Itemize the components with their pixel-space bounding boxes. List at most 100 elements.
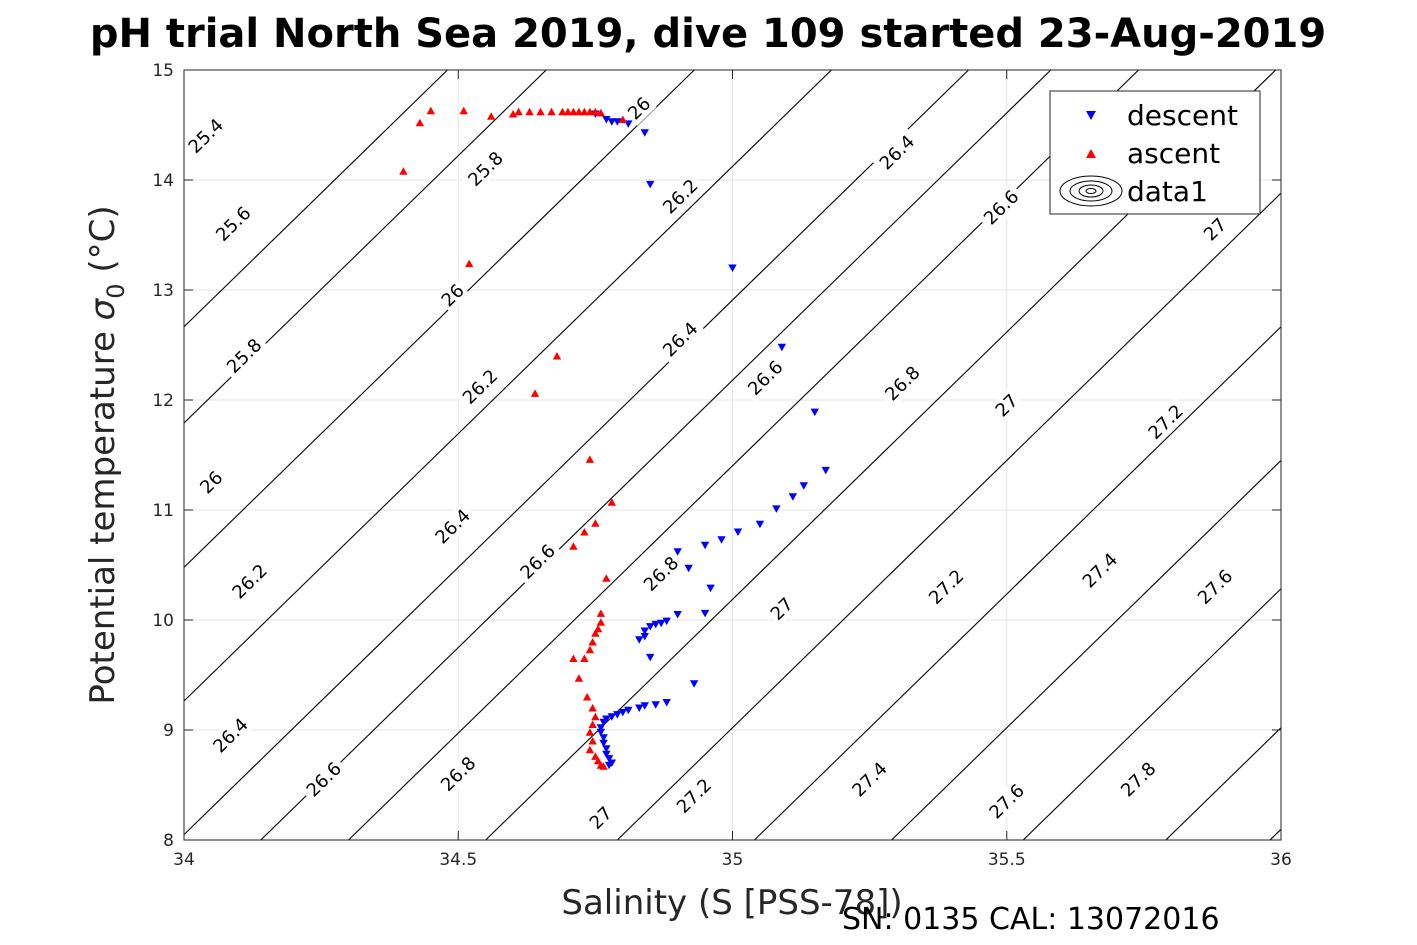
density-contours [184,70,1281,840]
descent-point [733,528,743,536]
contour-label-bg [1113,754,1164,805]
contour-label-bg [764,591,800,627]
ascent-point [585,745,595,754]
ascent-point [591,519,600,527]
ascent-point [465,259,474,268]
ascent-point [530,389,540,397]
contour-label-bg [181,111,231,161]
contour-label-bg [224,556,275,607]
descent-point [599,718,608,727]
descent-point [640,627,649,635]
contour-line [1269,828,1281,840]
contour-label-bg [669,771,719,821]
descent-point [607,118,617,126]
ascent-point [574,674,584,682]
contour-label-bg [219,331,270,381]
ascent-point [569,107,578,116]
descent-point [613,118,622,126]
descent-point [651,620,660,629]
y-axis-label-unit: (°C) [83,205,123,283]
legend: descent ascent data1 [1049,90,1261,215]
descent-point [684,564,693,573]
x-tick-label: 36 [1270,850,1292,870]
descent-point [618,708,627,717]
ascent-point [585,728,595,736]
ascent-point [582,693,592,701]
descent-point [706,584,715,593]
descent-point [602,750,611,759]
legend-ascent-marker [1086,149,1096,158]
descent-point [700,541,710,550]
contour-line [184,70,448,328]
contour-line [260,70,1052,840]
descent-point [635,704,644,712]
ascent-point [618,115,627,123]
descent-point [646,180,655,189]
contour-line [616,192,1281,840]
contour-label-bg [583,800,619,836]
ascent-point [591,629,600,637]
descent-point [613,711,622,719]
y-axis-label-symbol: σ [83,297,123,320]
descent-point [596,728,606,737]
descent-point [810,408,819,417]
contour-label: 26.6 [512,537,563,587]
ascent-point [588,737,597,745]
descent-point [602,745,611,753]
descent-point [646,623,655,631]
descent-point [640,633,649,641]
ascent-point [459,106,468,115]
contour-line [184,70,695,569]
descent-point [700,609,710,618]
contour-label: 26.4 [205,710,256,761]
contour-label-bg [1190,562,1241,612]
contour-label-bg [194,465,229,500]
descent-point [596,724,606,732]
ascent-point [585,645,595,654]
ascent-point [602,574,611,582]
contour-label-bg [455,362,506,412]
ascent-point [563,107,573,116]
contour-label-bg [433,749,484,799]
ascent-point [569,654,578,662]
x-axis-ticks: 34 34.5 35 35.5 36 [173,70,1292,870]
ascent-point [596,108,606,117]
descent-point [624,706,633,715]
descent-point [662,617,671,626]
y-tick-label: 12 [152,391,174,411]
ascent-point [591,107,600,116]
contour-label-bg [208,199,259,249]
descent-point [640,702,649,710]
x-tick-label: 35.5 [988,850,1026,870]
contour-label-bg [981,776,1032,827]
ascent-point [558,107,567,116]
descent-point [651,701,660,709]
ascent-point [426,106,436,115]
ascent-point [585,107,595,116]
descent-point [673,548,682,556]
contour-label-bg [921,562,972,612]
ascent-point [547,107,556,116]
ascent-point [508,110,518,118]
y-tick-label: 9 [163,721,174,741]
descent-point [772,505,781,513]
contour-line [184,70,969,836]
y-tick-label: 10 [152,611,174,631]
ascent-point [514,107,523,116]
descent-point [607,713,617,721]
ascent-point [486,112,496,120]
contour-line [1022,587,1281,840]
contour-line [184,70,547,424]
ascent-point [552,352,562,360]
ascent-point [596,609,606,617]
contour-label-bg [621,91,657,126]
contour-label-bg [740,353,791,403]
descent-point [635,636,644,644]
legend-contour-icon [1059,175,1123,207]
footer-serial-cal: SN: 0135 CAL: 13072016 [842,902,1220,937]
ascent-point [580,654,589,662]
ascent-point [607,498,617,506]
descent-point [821,466,830,475]
contour-line [754,326,1281,840]
